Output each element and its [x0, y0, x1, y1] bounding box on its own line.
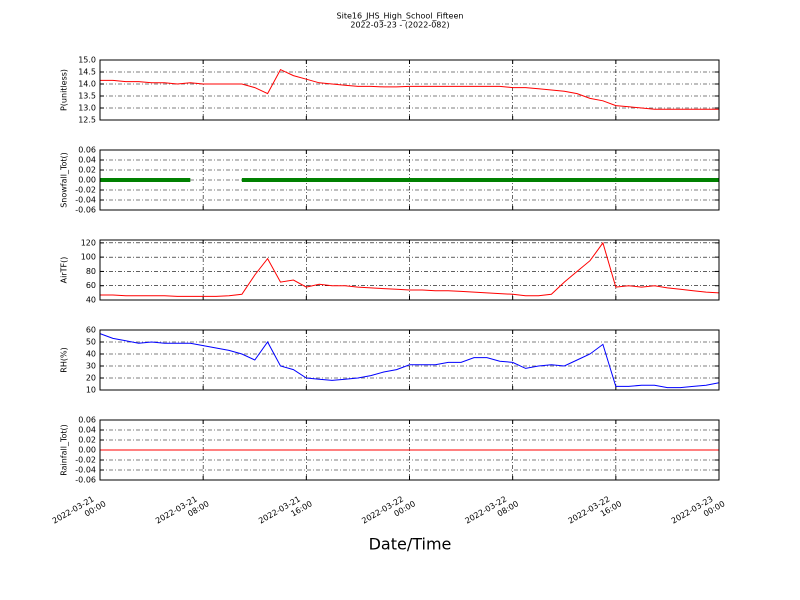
- y-tick-label: -0.02: [75, 456, 96, 465]
- y-tick-label: 0.02: [78, 166, 96, 175]
- plot-frame: [99, 419, 720, 481]
- x-tick-label: 2022-03-2200:00: [360, 490, 417, 534]
- y-tick-label: -0.04: [75, 466, 96, 475]
- y-axis-label: Rainfall_Tot(): [60, 424, 69, 476]
- y-tick-label: 100: [81, 253, 96, 262]
- plot-frame: [99, 239, 720, 301]
- x-tick-label: 2022-03-2300:00: [670, 490, 727, 534]
- x-tick-label: 2022-03-2100:00: [51, 490, 108, 534]
- data-line: [100, 241, 720, 297]
- y-tick-label: 0.06: [78, 146, 96, 155]
- y-tick-label: 13.5: [78, 92, 96, 101]
- y-tick-label: 14.5: [78, 68, 96, 77]
- chart-subtitle: 2022-03-23 - (2022-082): [350, 21, 449, 30]
- plot-frame: [99, 59, 720, 121]
- x-tick-label: 2022-03-2208:00: [463, 490, 520, 534]
- y-tick-label: 0.06: [78, 416, 96, 425]
- y-tick-label: 10: [86, 386, 96, 395]
- y-tick-label: 0.00: [78, 176, 96, 185]
- y-tick-label: 120: [81, 238, 96, 247]
- y-tick-label: 0.00: [78, 446, 96, 455]
- y-axis-label: P(unitless): [60, 69, 69, 111]
- data-line: [99, 333, 720, 389]
- y-tick-label: 50: [86, 338, 96, 347]
- y-axis-label: Snowfall_Tot(): [60, 152, 69, 208]
- chart-title: Site16_JHS_High_School_Fifteen: [337, 12, 464, 21]
- y-tick-label: -0.04: [75, 196, 96, 205]
- y-tick-label: 0.02: [78, 436, 96, 445]
- y-tick-label: 20: [86, 374, 96, 383]
- plot-frame: [99, 329, 720, 391]
- y-tick-label: 40: [86, 296, 96, 305]
- y-tick-label: 0.04: [78, 426, 96, 435]
- x-tick-label: 2022-03-2116:00: [257, 490, 314, 534]
- data-line: [100, 68, 719, 110]
- y-tick-label: -0.02: [75, 186, 96, 195]
- y-axis-label: RH(%): [60, 347, 69, 372]
- y-tick-label: -0.06: [75, 206, 96, 215]
- y-tick-label: 40: [86, 350, 96, 359]
- x-tick-label: 2022-03-2216:00: [566, 490, 623, 534]
- y-tick-label: 60: [86, 281, 96, 290]
- x-tick-label: 2022-03-2108:00: [154, 490, 211, 534]
- y-tick-label: 80: [86, 267, 96, 276]
- y-tick-label: 60: [86, 326, 96, 335]
- y-tick-label: 14.0: [78, 80, 96, 89]
- y-axis-label: AirTF(): [60, 257, 69, 284]
- y-tick-label: 13.0: [78, 104, 96, 113]
- y-tick-label: 12.5: [78, 116, 96, 125]
- y-tick-label: 0.04: [78, 156, 96, 165]
- plot-frame: [99, 149, 720, 211]
- y-tick-label: -0.06: [75, 476, 96, 485]
- y-tick-label: 30: [86, 362, 96, 371]
- y-tick-label: 15.0: [78, 56, 96, 65]
- x-axis-label: Date/Time: [369, 535, 452, 554]
